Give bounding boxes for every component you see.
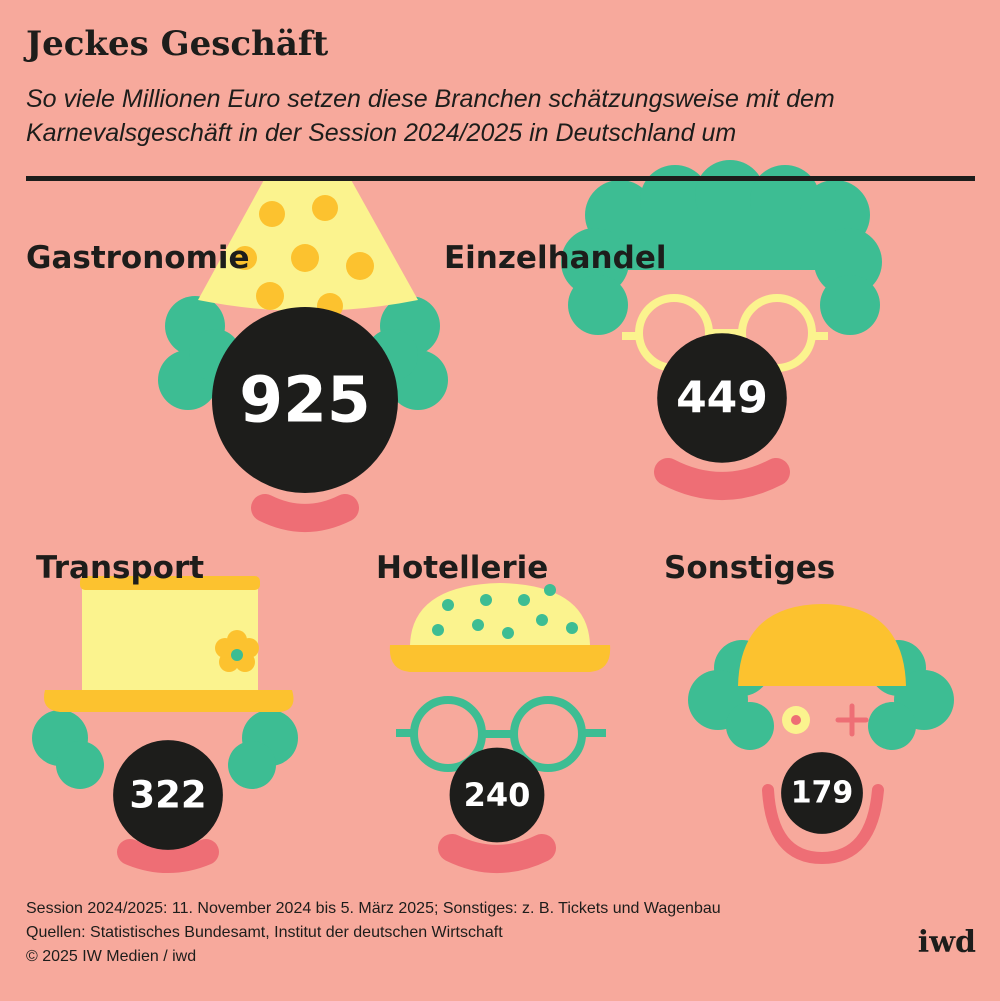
value-label-einzelhandel: 449 xyxy=(676,373,768,424)
cap xyxy=(738,604,906,686)
value-bubble-transport xyxy=(113,740,223,850)
clown-einzelhandel xyxy=(561,160,882,500)
mouth xyxy=(251,494,359,532)
mouth xyxy=(438,834,556,873)
footer: Session 2024/2025: 11. November 2024 bis… xyxy=(26,897,876,969)
category-label-transport: Transport xyxy=(36,550,204,586)
category-label-sonstiges: Sonstiges xyxy=(664,550,835,586)
clown-sonstiges xyxy=(688,604,954,865)
category-label-hotellerie: Hotellerie xyxy=(376,550,548,586)
hair xyxy=(32,710,298,789)
mouth xyxy=(654,458,790,500)
top-hat xyxy=(44,576,294,712)
plus-eye-icon xyxy=(835,703,869,737)
chart-title: Jeckes Geschäft xyxy=(26,24,329,64)
footer-note: Session 2024/2025: 11. November 2024 bis… xyxy=(26,900,721,917)
clown-transport xyxy=(32,576,298,873)
category-label-einzelhandel: Einzelhandel xyxy=(444,240,666,276)
category-labels: Gastronomie Einzelhandel Transport Hoteller… xyxy=(26,240,835,586)
chart-subtitle: So viele Millionen Euro setzen diese Bra… xyxy=(26,85,835,147)
hair xyxy=(561,160,882,335)
header-divider xyxy=(26,176,975,181)
value-bubble-einzelhandel xyxy=(657,333,787,463)
value-label-sonstiges: 179 xyxy=(791,776,854,811)
mouth xyxy=(762,784,884,865)
footer-sources: Quellen: Statistisches Bundesamt, Instit… xyxy=(26,924,503,941)
category-label-gastronomie: Gastronomie xyxy=(26,240,250,276)
mouth xyxy=(117,839,219,873)
glasses xyxy=(396,696,606,772)
value-label-gastronomie: 925 xyxy=(239,364,371,437)
iwd-logo: iwd xyxy=(917,925,976,960)
value-bubble-gastronomie xyxy=(212,307,398,493)
bowler-hat xyxy=(389,583,611,672)
eye-icon xyxy=(782,706,810,734)
value-bubble-hotellerie xyxy=(449,747,545,843)
value-label-hotellerie: 240 xyxy=(464,776,531,814)
clown-hotellerie xyxy=(389,583,611,873)
value-bubbles: 925 449 322 240 179 xyxy=(113,307,863,850)
value-bubble-sonstiges xyxy=(781,752,863,834)
flower-icon xyxy=(215,630,259,672)
footer-copyright: © 2025 IW Medien / iwd xyxy=(26,948,197,965)
value-label-transport: 322 xyxy=(129,774,206,817)
hair xyxy=(158,296,448,410)
